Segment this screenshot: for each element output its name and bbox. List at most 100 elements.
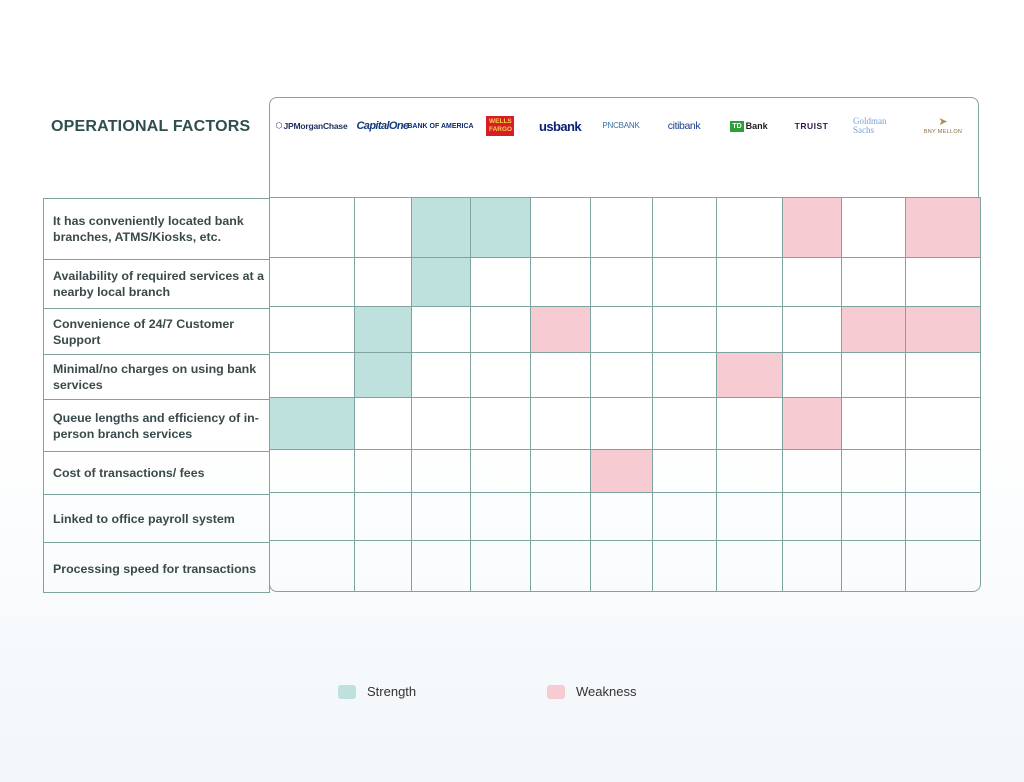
bank-logo-text: JPMorganChase — [283, 120, 348, 131]
empty-cell — [355, 450, 412, 493]
bank-logo-text: usbank — [539, 118, 582, 134]
empty-cell — [591, 398, 653, 450]
empty-cell — [783, 493, 842, 541]
legend-weakness-label: Weakness — [576, 684, 637, 699]
empty-cell — [717, 398, 783, 450]
empty-cell — [355, 258, 412, 307]
factor-list: It has conveniently located bank branche… — [43, 198, 270, 593]
empty-cell — [412, 493, 471, 541]
legend-weakness: Weakness — [547, 684, 636, 699]
bank-logo-text: BNY MELLON — [923, 128, 963, 135]
empty-cell — [412, 307, 471, 353]
empty-cell — [653, 307, 717, 353]
empty-cell — [717, 541, 783, 591]
pnc-bank-logo: PNCBANK — [581, 112, 661, 140]
empty-cell — [842, 398, 906, 450]
page-title: OPERATIONAL FACTORS — [51, 118, 251, 135]
weakness-cell — [906, 198, 980, 258]
bny-arrow-icon: ➤ — [938, 115, 948, 128]
empty-cell — [270, 493, 355, 541]
empty-cell — [842, 541, 906, 591]
jpmorgan-chase-logo: ⬡ JPMorganChase — [272, 112, 352, 140]
factor-row-label: Linked to office payroll system — [44, 494, 269, 542]
empty-cell — [653, 398, 717, 450]
empty-cell — [783, 307, 842, 353]
empty-cell — [471, 450, 531, 493]
empty-cell — [783, 450, 842, 493]
empty-cell — [906, 450, 980, 493]
weakness-cell — [783, 198, 842, 258]
wells-fargo-logo: WELLS FARGO — [460, 112, 540, 140]
weakness-swatch — [547, 684, 565, 699]
empty-cell — [591, 541, 653, 591]
td-square-icon: TD — [730, 120, 744, 132]
empty-cell — [906, 541, 980, 591]
strength-swatch — [338, 684, 356, 699]
strength-cell — [270, 398, 355, 450]
empty-cell — [783, 258, 842, 307]
factor-row-label: Processing speed for transactions — [44, 542, 269, 594]
empty-cell — [591, 353, 653, 398]
empty-cell — [531, 450, 591, 493]
empty-cell — [270, 307, 355, 353]
empty-cell — [412, 541, 471, 591]
weakness-cell — [591, 450, 653, 493]
legend-strength-label: Strength — [367, 684, 417, 699]
empty-cell — [653, 493, 717, 541]
empty-cell — [591, 307, 653, 353]
empty-cell — [270, 258, 355, 307]
strength-cell — [412, 198, 471, 258]
empty-cell — [531, 353, 591, 398]
bank-logo-text: Goldman Sachs — [853, 116, 887, 135]
bank-logo-text: CapitalOne — [356, 119, 409, 132]
empty-cell — [717, 258, 783, 307]
factor-row-label: Convenience of 24/7 Customer Support — [44, 308, 269, 354]
bank-logo-text: BANK OF AMERICA — [407, 122, 474, 130]
empty-cell — [653, 198, 717, 258]
factor-row-label: Availability of required services at a n… — [44, 259, 269, 308]
empty-cell — [842, 353, 906, 398]
td-bank-logo: TD Bank — [709, 112, 789, 140]
empty-cell — [471, 307, 531, 353]
truist-logo: TRUIST — [772, 112, 852, 140]
empty-cell — [842, 450, 906, 493]
empty-cell — [842, 198, 906, 258]
legend-strength: Strength — [338, 684, 416, 699]
bank-logo-text: PNCBANK — [602, 121, 640, 130]
empty-cell — [591, 258, 653, 307]
empty-cell — [842, 258, 906, 307]
bank-logo-text: citibank — [667, 119, 701, 132]
empty-cell — [412, 353, 471, 398]
bank-header-box — [269, 97, 979, 197]
empty-cell — [412, 450, 471, 493]
empty-cell — [717, 307, 783, 353]
strength-cell — [471, 198, 531, 258]
empty-cell — [717, 450, 783, 493]
empty-cell — [355, 398, 412, 450]
capital-one-logo: CapitalOne — [343, 112, 423, 140]
empty-cell — [783, 353, 842, 398]
empty-cell — [270, 198, 355, 258]
strength-cell — [355, 307, 412, 353]
empty-cell — [471, 353, 531, 398]
chase-octagon-icon: ⬡ — [275, 121, 283, 130]
weakness-cell — [531, 307, 591, 353]
empty-cell — [270, 353, 355, 398]
empty-cell — [471, 258, 531, 307]
us-bank-logo: usbank — [520, 112, 600, 140]
empty-cell — [653, 541, 717, 591]
empty-cell — [653, 450, 717, 493]
empty-cell — [653, 258, 717, 307]
weakness-cell — [717, 353, 783, 398]
empty-cell — [471, 398, 531, 450]
empty-cell — [531, 398, 591, 450]
empty-cell — [355, 493, 412, 541]
empty-cell — [531, 541, 591, 591]
empty-cell — [355, 198, 412, 258]
empty-cell — [355, 541, 412, 591]
empty-cell — [717, 493, 783, 541]
empty-cell — [906, 258, 980, 307]
goldman-sachs-logo: Goldman Sachs — [833, 112, 913, 140]
bank-logo-text: WELLS FARGO — [486, 116, 514, 136]
empty-cell — [717, 198, 783, 258]
